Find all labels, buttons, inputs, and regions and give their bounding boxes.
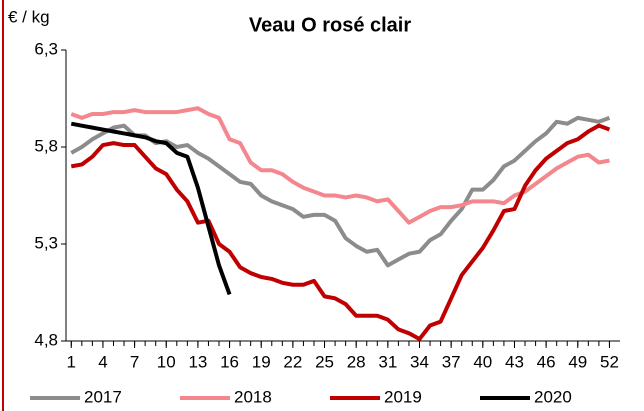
series-line bbox=[70, 121, 232, 296]
legend-label: 2017 bbox=[84, 387, 122, 406]
y-tick-label: 5,8 bbox=[34, 136, 58, 155]
legend-label: 2020 bbox=[534, 387, 572, 406]
x-tick-label: 49 bbox=[568, 352, 587, 371]
x-tick-label: 1 bbox=[67, 352, 76, 371]
x-tick-label: 43 bbox=[505, 352, 524, 371]
x-tick-label: 13 bbox=[188, 352, 207, 371]
x-tick-label: 46 bbox=[537, 352, 556, 371]
y-tick-label: 5,3 bbox=[34, 233, 58, 252]
x-tick-label: 31 bbox=[378, 352, 397, 371]
x-tick-label: 34 bbox=[410, 352, 429, 371]
y-tick-label: 6,3 bbox=[34, 39, 58, 58]
x-tick-label: 52 bbox=[600, 352, 619, 371]
legend-label: 2019 bbox=[384, 387, 422, 406]
y-axis-label: € / kg bbox=[8, 7, 50, 26]
series-line bbox=[70, 123, 611, 342]
x-tick-label: 40 bbox=[473, 352, 492, 371]
x-tick-label: 16 bbox=[220, 352, 239, 371]
x-tick-label: 25 bbox=[315, 352, 334, 371]
x-tick-label: 22 bbox=[283, 352, 302, 371]
x-tick-label: 10 bbox=[157, 352, 176, 371]
x-tick-label: 4 bbox=[98, 352, 107, 371]
legend-label: 2018 bbox=[234, 387, 272, 406]
x-tick-label: 7 bbox=[130, 352, 139, 371]
y-tick-label: 4,8 bbox=[34, 330, 58, 349]
x-tick-label: 19 bbox=[252, 352, 271, 371]
chart-title: Veau O rosé clair bbox=[249, 14, 412, 36]
x-tick-label: 28 bbox=[347, 352, 366, 371]
x-tick-label: 37 bbox=[442, 352, 461, 371]
